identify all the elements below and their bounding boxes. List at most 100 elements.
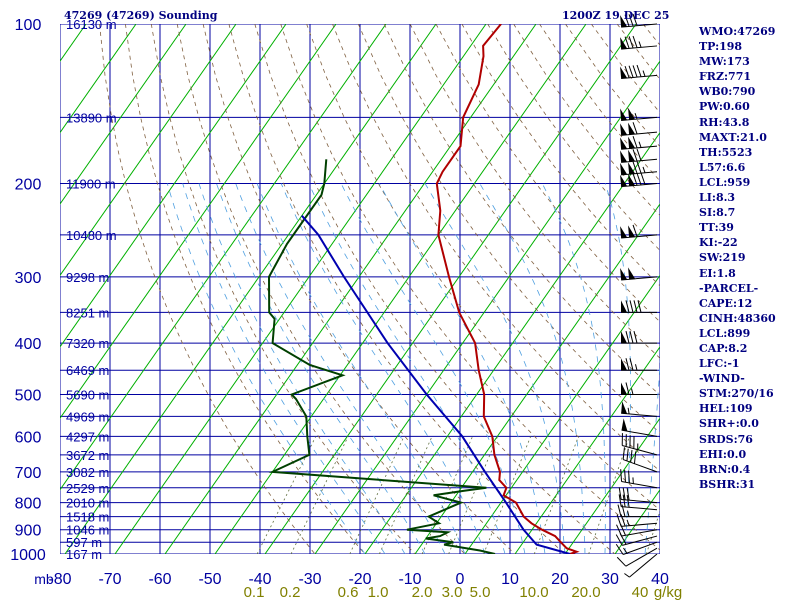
x-axis-label: mb xyxy=(34,571,54,587)
wind-barb xyxy=(620,148,658,163)
moist-adiabat xyxy=(280,183,486,554)
height-label: 2010 m xyxy=(66,496,109,511)
height-label: 597 m xyxy=(66,535,102,550)
mixing-ratio-line xyxy=(421,436,473,554)
index-item: SW:219 xyxy=(699,251,746,265)
sounding-datetime: 1200Z 19 DEC 25 xyxy=(562,9,670,22)
moist-adiabat xyxy=(424,183,566,554)
mixing-ratio-line xyxy=(378,436,433,554)
temperature-tick-label: -60 xyxy=(148,571,171,588)
temperature-tick-label: -10 xyxy=(398,571,421,588)
isotherm xyxy=(60,24,387,491)
wind-barb xyxy=(620,172,658,188)
temperature-tick-label: -20 xyxy=(348,571,371,588)
moist-adiabat xyxy=(198,183,406,554)
mixing-ratio-line xyxy=(256,436,317,554)
height-label: 3672 m xyxy=(66,448,109,463)
index-item: BRN:0.4 xyxy=(699,462,751,476)
moist-adiabat xyxy=(256,183,466,554)
wind-barb xyxy=(620,161,658,176)
moist-adiabat xyxy=(340,183,526,554)
index-item: MW:173 xyxy=(699,55,750,69)
pressure-tick-label: 200 xyxy=(15,177,42,194)
index-item: KI:-22 xyxy=(699,236,738,250)
wind-barb xyxy=(621,330,657,344)
wind-barb xyxy=(620,224,658,239)
index-item: SRDS:76 xyxy=(699,432,753,446)
mixing-ratio-line xyxy=(533,436,579,554)
index-item: -WIND- xyxy=(699,372,745,386)
index-item: L57:6.6 xyxy=(699,160,746,174)
isotherm xyxy=(60,24,287,348)
moist-adiabat xyxy=(182,183,386,554)
temperature-tick-label: -70 xyxy=(98,571,121,588)
wind-barb xyxy=(621,401,658,417)
isotherm xyxy=(364,131,660,554)
dry-adiabat xyxy=(125,24,366,554)
index-item: SHR+:0.0 xyxy=(699,417,759,431)
index-item: LCL:899 xyxy=(699,326,751,340)
sounding-series-1 xyxy=(267,159,496,554)
moist-adiabat xyxy=(378,183,546,554)
wind-barb xyxy=(620,13,658,28)
moist-adiabat xyxy=(216,183,426,554)
index-item: PW:0.60 xyxy=(699,100,750,114)
index-item: WB0:790 xyxy=(699,85,756,99)
height-label: 6469 m xyxy=(66,363,109,378)
isotherm xyxy=(514,345,660,554)
mixing-ratio-line xyxy=(588,436,630,554)
dry-adiabat xyxy=(228,24,566,554)
pressure-tick-label: 900 xyxy=(15,523,42,540)
index-item: CINH:48360 xyxy=(699,311,776,325)
pressure-tick-label: 700 xyxy=(15,465,42,482)
isotherm xyxy=(114,24,487,554)
sounding-title: 47269 (47269) Sounding xyxy=(64,9,218,22)
isotherm xyxy=(64,24,437,554)
temperature-tick-label: -30 xyxy=(298,571,321,588)
isotherm xyxy=(60,24,187,205)
index-item: SI:8.7 xyxy=(699,206,736,220)
height-label: 11900 m xyxy=(66,177,116,192)
height-label: 8251 m xyxy=(66,305,109,320)
pressure-tick-label: 400 xyxy=(15,336,42,353)
sounding-series-2 xyxy=(301,215,571,554)
height-label: 7320 m xyxy=(66,336,109,351)
wind-barb xyxy=(620,469,658,489)
index-item: -PARCEL- xyxy=(699,281,759,295)
index-item: HEL:109 xyxy=(699,402,753,416)
temperature-tick-label: -40 xyxy=(248,571,271,588)
index-item: EI:1.8 xyxy=(699,266,736,280)
wind-barb xyxy=(620,267,658,281)
mixing-ratio-line xyxy=(290,436,349,554)
wind-barb xyxy=(620,35,658,50)
isotherm xyxy=(60,24,237,277)
wind-barb xyxy=(621,382,657,395)
isotherm xyxy=(60,24,337,420)
pressure-tick-label: 300 xyxy=(15,270,42,287)
mixing-ratio-label: 0.2 xyxy=(280,584,301,600)
height-label: 2529 m xyxy=(66,481,109,496)
pressure-tick-label: 100 xyxy=(15,17,42,34)
index-item: TT:39 xyxy=(699,221,734,235)
dry-adiabat xyxy=(306,24,660,511)
moist-adiabat xyxy=(541,183,606,554)
index-item: FRZ:771 xyxy=(699,70,752,84)
index-item: LFC:-1 xyxy=(699,357,740,371)
mixing-ratio-line xyxy=(349,436,405,554)
height-label: 9298 m xyxy=(66,270,109,285)
index-item: WMO:47269 xyxy=(699,25,776,38)
dry-adiabat xyxy=(99,24,316,554)
wind-barb xyxy=(620,107,658,121)
mixing-ratio-line xyxy=(448,436,498,554)
index-item: TH:5523 xyxy=(699,145,753,159)
mixing-ratio-label: 5.0 xyxy=(470,584,491,600)
isotherm xyxy=(464,274,660,554)
moist-adiabat xyxy=(235,183,446,554)
height-label: 3082 m xyxy=(66,465,109,480)
index-item: TP:198 xyxy=(699,40,743,54)
index-item: EHI:0.0 xyxy=(699,447,747,461)
isotherm xyxy=(164,24,537,554)
temperature-tick-label: -50 xyxy=(198,571,221,588)
pressure-tick-label: 600 xyxy=(15,429,42,446)
